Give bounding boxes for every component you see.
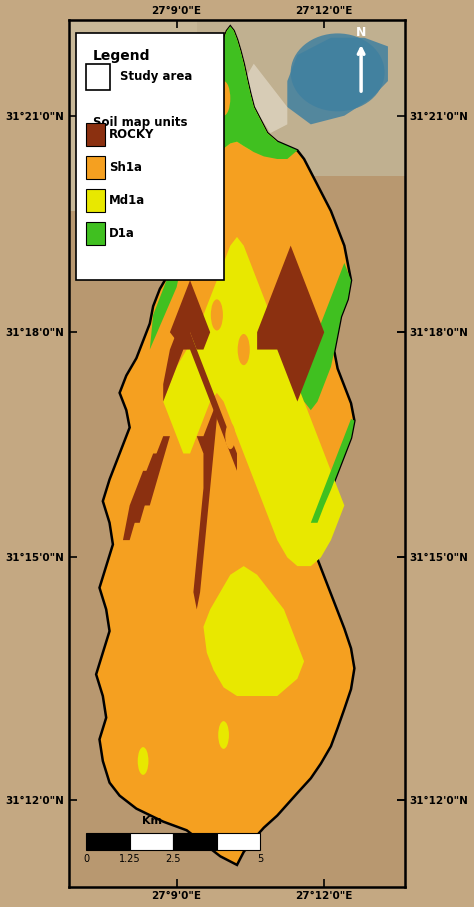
Polygon shape [200, 26, 277, 155]
Polygon shape [197, 26, 297, 168]
Circle shape [217, 81, 230, 116]
Text: Sh1a: Sh1a [109, 161, 142, 174]
Bar [173, 833, 217, 850]
Text: D1a: D1a [109, 227, 135, 240]
Polygon shape [96, 26, 355, 865]
Polygon shape [257, 246, 324, 402]
Bar [86, 123, 104, 146]
Text: Study area: Study area [119, 70, 192, 83]
Polygon shape [150, 198, 200, 349]
Polygon shape [123, 471, 150, 540]
Polygon shape [287, 38, 388, 124]
Polygon shape [193, 402, 217, 610]
Bar [86, 222, 104, 245]
Polygon shape [297, 263, 351, 410]
Circle shape [211, 299, 223, 330]
Polygon shape [143, 436, 170, 505]
Text: 1.25: 1.25 [119, 853, 140, 863]
Text: Km: Km [142, 816, 162, 826]
Polygon shape [244, 63, 287, 133]
Ellipse shape [291, 34, 384, 112]
Circle shape [237, 334, 250, 366]
Polygon shape [203, 566, 304, 696]
Bar [86, 190, 104, 212]
Polygon shape [163, 315, 237, 471]
Circle shape [138, 747, 148, 775]
Polygon shape [311, 419, 355, 522]
Circle shape [225, 424, 235, 449]
Bar [130, 833, 173, 850]
Polygon shape [170, 280, 210, 349]
Polygon shape [163, 237, 344, 566]
Circle shape [211, 230, 223, 261]
Polygon shape [197, 21, 405, 176]
Text: 0: 0 [83, 853, 89, 863]
Text: 5: 5 [257, 853, 264, 863]
Text: ROCKY: ROCKY [109, 128, 154, 141]
Text: 2.5: 2.5 [165, 853, 181, 863]
Text: Legend: Legend [93, 49, 150, 63]
Bar [86, 156, 104, 179]
Circle shape [218, 152, 229, 183]
Polygon shape [69, 21, 197, 211]
Bar [217, 833, 261, 850]
Bar [86, 63, 109, 90]
Text: N: N [356, 26, 366, 40]
FancyBboxPatch shape [76, 34, 224, 280]
Text: Soil map units: Soil map units [93, 116, 187, 129]
Polygon shape [187, 157, 210, 224]
Circle shape [218, 721, 229, 749]
Bar [86, 833, 130, 850]
Text: Md1a: Md1a [109, 194, 145, 207]
Polygon shape [133, 454, 160, 522]
